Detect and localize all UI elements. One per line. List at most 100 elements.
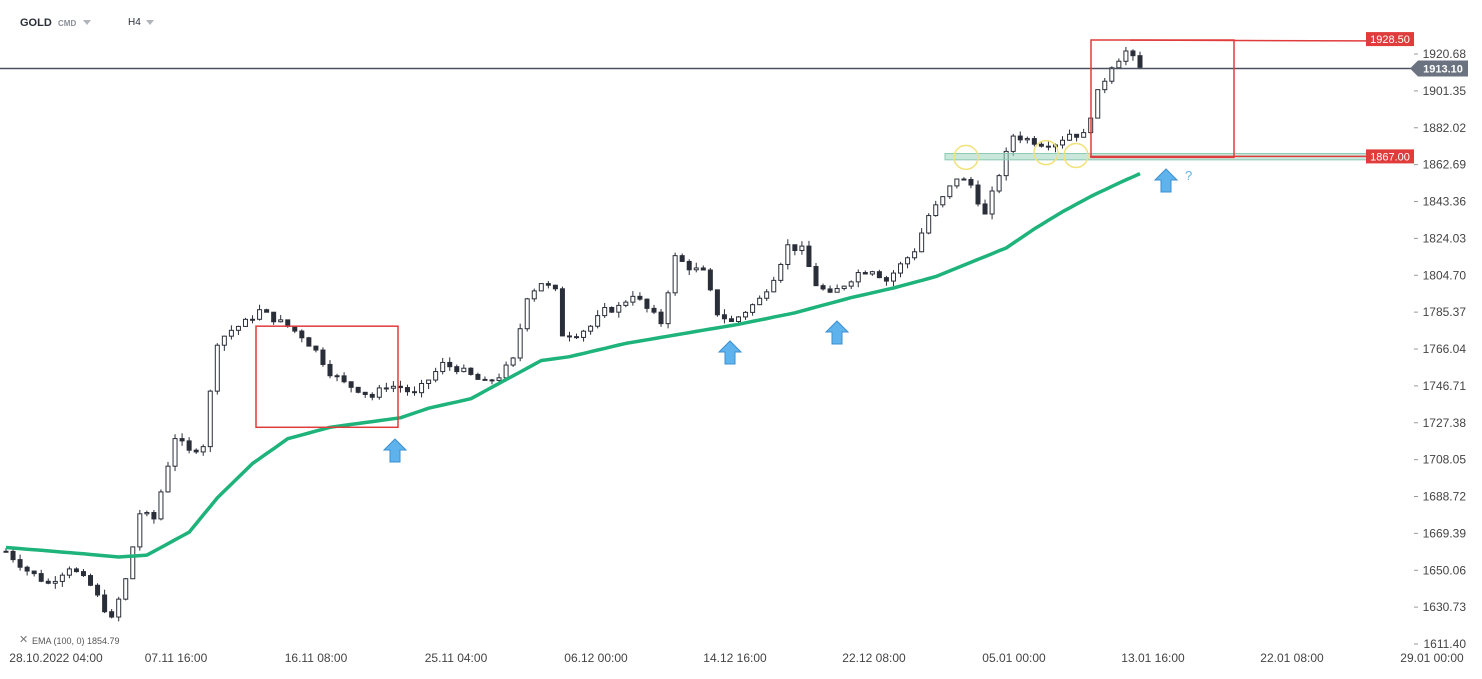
up-arrow-icon [824, 320, 850, 345]
candle-body [996, 175, 1002, 192]
candle-body [341, 375, 347, 383]
candle-body [919, 232, 925, 253]
candle-body [320, 349, 326, 365]
candle-body [172, 438, 178, 467]
candle-body [489, 379, 495, 382]
candle-body [686, 260, 692, 271]
candle-body [207, 390, 213, 448]
candle-body [313, 345, 319, 351]
candle-body [1123, 50, 1129, 62]
candle-body [651, 307, 657, 313]
candle-body [989, 190, 995, 215]
candle-body [278, 319, 284, 323]
candle-body [975, 184, 981, 205]
candle-body [545, 283, 551, 286]
candle-body [813, 266, 819, 287]
candle-body [757, 297, 763, 306]
candle-body [827, 288, 833, 293]
candle-body [440, 361, 446, 373]
candle-body [1102, 80, 1108, 91]
candle-body [52, 580, 58, 584]
candle-body [461, 367, 467, 373]
candle-body [45, 580, 51, 584]
candle-body [552, 284, 558, 290]
candle-body [1109, 67, 1115, 82]
x-tick-label: 07.11 16:00 [145, 651, 208, 665]
candle-body [820, 285, 826, 290]
candle-body [193, 449, 199, 453]
price-tag-current-bg [1410, 60, 1468, 77]
question-mark: ? [1185, 168, 1192, 183]
symbol-type-label: CMD [58, 19, 77, 28]
candle-body [862, 272, 868, 275]
up-arrow-icon [382, 438, 408, 463]
close-icon[interactable]: ✕ [19, 634, 29, 646]
candle-body [940, 196, 946, 206]
y-tick-label: 1920.68 [1423, 47, 1467, 61]
candle-body [1017, 135, 1023, 141]
candle-body [447, 361, 453, 368]
candle-body [186, 440, 192, 451]
candle-body [616, 304, 622, 313]
candle-body [59, 574, 65, 582]
price-tags: 1928.50 1867.00 1913.10 [1366, 32, 1468, 164]
chevron-down-icon[interactable] [146, 20, 154, 25]
candle-body [73, 568, 79, 573]
range-box [1090, 39, 1235, 159]
candle-body [158, 491, 164, 520]
y-tick-label: 1824.03 [1423, 231, 1467, 245]
candle-body [623, 301, 629, 306]
candle-body [778, 263, 784, 281]
candle-body [750, 304, 756, 313]
candle-body [581, 330, 587, 338]
candle-body [179, 438, 185, 442]
y-tick-label: 1843.36 [1423, 195, 1467, 209]
candle-body [348, 381, 354, 388]
candle-body [10, 550, 16, 561]
candle-body [736, 316, 742, 322]
candle-body [334, 375, 340, 378]
candle-body [947, 185, 953, 198]
candle-body [961, 178, 967, 181]
candle-body [433, 371, 439, 381]
candle-body [574, 336, 580, 339]
candle-body [679, 255, 685, 262]
candle-body [764, 291, 770, 299]
candle-body [116, 598, 122, 618]
candle-body [1031, 138, 1037, 145]
timeframe-label[interactable]: H4 [128, 17, 141, 28]
marker-circle [1063, 142, 1089, 169]
candle-body [419, 382, 425, 394]
candle-body [898, 263, 904, 274]
y-tick-label: 1611.40 [1424, 637, 1467, 651]
candle-body [271, 311, 277, 323]
marker-circle [953, 144, 979, 171]
candles [3, 46, 1143, 622]
candle-body [926, 215, 932, 234]
candle-body [88, 575, 94, 586]
candle-body [221, 335, 227, 346]
chart-header: GOLD CMD H4 [0, 0, 400, 44]
candle-body [250, 318, 256, 321]
candle-body [144, 512, 150, 515]
candle-body [510, 357, 516, 366]
candle-body [1116, 60, 1122, 69]
candle-body [264, 309, 270, 313]
candle-body [17, 559, 23, 568]
candle-body [883, 277, 889, 282]
candle-body [109, 611, 115, 618]
candle-body [841, 285, 847, 290]
candle-body [1045, 145, 1051, 148]
y-tick-label: 1785.37 [1423, 305, 1467, 319]
symbol-label[interactable]: GOLD [20, 17, 52, 29]
candle-body [3, 550, 9, 553]
x-tick-label: 29.01 00:00 [1400, 651, 1464, 665]
candle-body [200, 446, 206, 453]
chevron-down-icon[interactable] [83, 20, 91, 25]
candle-body [912, 251, 918, 259]
candle-body [496, 377, 502, 381]
candle-body [728, 318, 734, 322]
candle-body [982, 203, 988, 215]
